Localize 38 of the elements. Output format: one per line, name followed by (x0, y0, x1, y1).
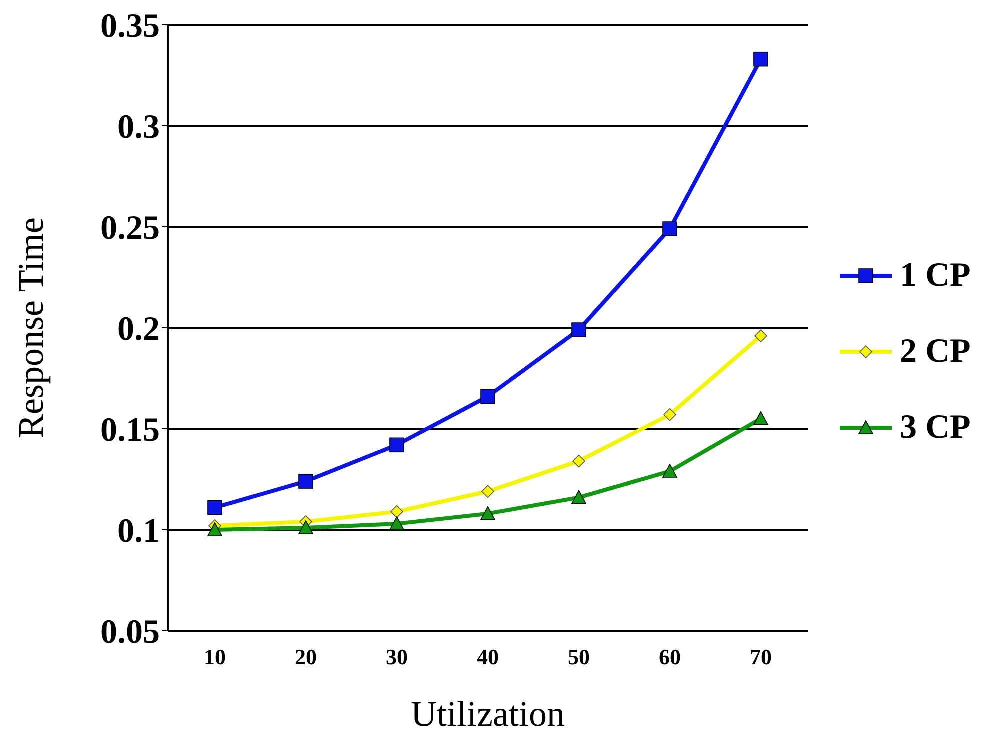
legend-label: 2 CP (900, 333, 971, 370)
point (664, 408, 676, 422)
point (572, 490, 586, 504)
point (208, 522, 222, 536)
point (390, 505, 404, 518)
point (390, 516, 404, 530)
x-tick-label: 40 (477, 644, 499, 670)
y-tick-label: 0.35 (100, 8, 160, 46)
point (754, 412, 768, 426)
point (662, 222, 678, 236)
y-tick-label: 0.15 (100, 412, 160, 450)
point (480, 506, 496, 520)
point (662, 464, 678, 478)
x-tick-label: 30 (386, 644, 408, 670)
point (298, 520, 314, 534)
legend-label: 3 CP (900, 409, 971, 446)
y-axis-title: Response Time (10, 217, 51, 439)
point (482, 485, 494, 498)
y-tick-label: 0.3 (118, 109, 160, 146)
point (754, 52, 768, 67)
point (572, 322, 586, 338)
y-tick-label: 0.2 (118, 311, 160, 348)
point (298, 474, 314, 489)
x-tick-label: 70 (750, 644, 772, 670)
point (572, 454, 586, 468)
point (390, 438, 404, 453)
y-tick-label: 0.05 (100, 614, 160, 652)
point (480, 389, 496, 404)
legend-label: 1 CP (900, 257, 971, 294)
x-axis-title: Utilization (411, 694, 565, 734)
x-tick-label: 20 (295, 644, 317, 670)
x-tick-label: 60 (659, 644, 681, 670)
point (754, 330, 768, 342)
point (208, 500, 222, 516)
x-tick-label: 50 (568, 644, 590, 670)
x-tick-label: 10 (204, 644, 226, 670)
y-tick-label: 0.1 (118, 513, 160, 550)
y-tick-label: 0.25 (100, 210, 160, 248)
